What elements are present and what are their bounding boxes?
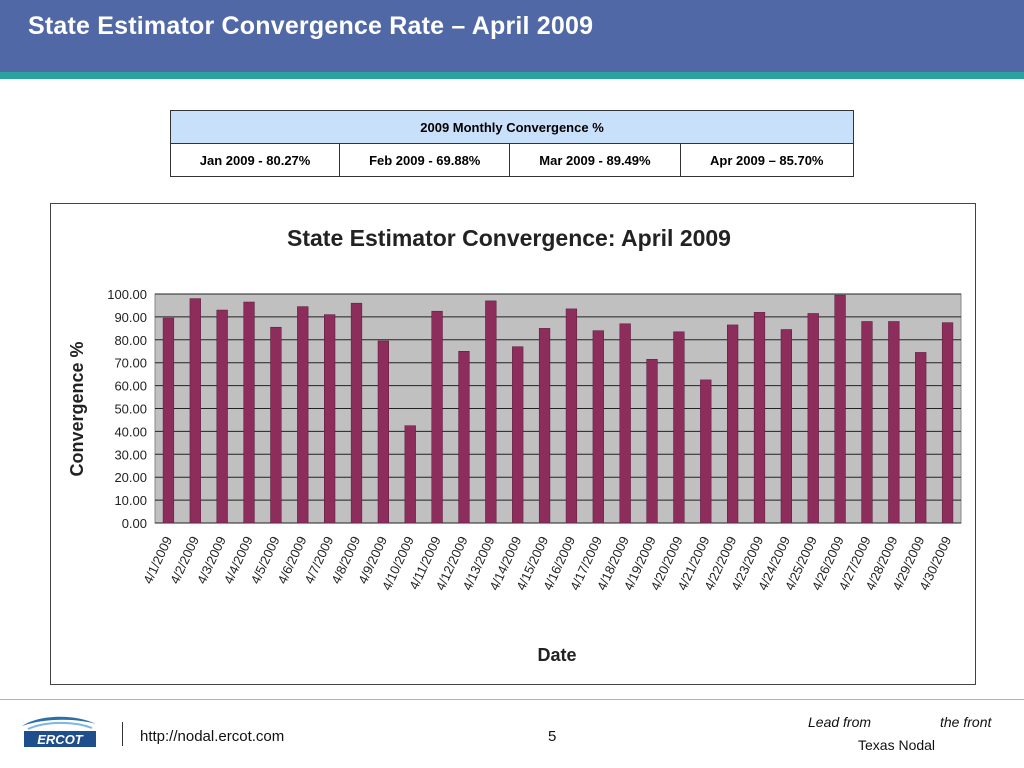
tagline-the-front: the front xyxy=(940,714,992,730)
bar xyxy=(458,351,470,524)
y-tick-label: 80.00 xyxy=(114,333,147,348)
bar xyxy=(216,309,228,524)
y-tick-label: 90.00 xyxy=(114,310,147,325)
bar xyxy=(538,328,551,524)
y-tick-label: 30.00 xyxy=(114,447,147,462)
bar xyxy=(700,379,712,524)
y-tick-label: 0.00 xyxy=(122,516,147,531)
page-number: 5 xyxy=(548,728,557,745)
bar xyxy=(592,330,604,524)
bar xyxy=(485,300,497,524)
bar xyxy=(727,324,739,524)
bar xyxy=(861,321,873,524)
footer-url[interactable]: http://nodal.ercot.com xyxy=(140,728,285,745)
y-tick-label: 40.00 xyxy=(114,424,147,439)
bar xyxy=(888,321,900,524)
bar xyxy=(673,331,685,524)
y-axis-label: Convergence % xyxy=(67,341,87,476)
x-axis-label: Date xyxy=(537,645,576,665)
tagline-lead-from: Lead from xyxy=(808,714,872,730)
bar xyxy=(297,306,309,524)
bar xyxy=(162,317,175,524)
bar xyxy=(270,326,282,524)
y-tick-label: 100.00 xyxy=(107,287,147,302)
bar xyxy=(431,310,443,524)
title-bar xyxy=(0,0,1024,72)
y-tick-label: 20.00 xyxy=(114,470,147,485)
convergence-chart: State Estimator Convergence: April 2009 … xyxy=(67,225,962,665)
y-tick-label: 70.00 xyxy=(114,356,147,371)
bar xyxy=(780,329,792,524)
bar xyxy=(377,340,389,524)
bar xyxy=(646,359,658,524)
y-tick-label: 60.00 xyxy=(114,379,147,394)
bar xyxy=(807,313,819,524)
bar xyxy=(619,323,631,524)
y-tick-label: 10.00 xyxy=(114,493,147,508)
bar xyxy=(834,294,846,524)
monthly-cell-feb: Feb 2009 - 69.88% xyxy=(339,143,511,177)
svg-text:ERCOT: ERCOT xyxy=(37,732,84,747)
bar xyxy=(189,298,201,524)
bar xyxy=(941,322,954,524)
footer-separator xyxy=(122,722,123,746)
bar xyxy=(512,346,524,524)
monthly-cell-jan: Jan 2009 - 80.27% xyxy=(169,143,341,177)
tagline-texas-nodal: Texas Nodal xyxy=(858,737,936,753)
y-tick-label: 50.00 xyxy=(114,402,147,417)
slide-title: State Estimator Convergence Rate – April… xyxy=(28,12,594,40)
bar xyxy=(915,352,927,524)
footer-divider xyxy=(0,699,1024,700)
monthly-table-header: 2009 Monthly Convergence % xyxy=(170,110,854,144)
chart-container: State Estimator Convergence: April 2009 … xyxy=(50,203,976,685)
monthly-convergence-table: 2009 Monthly Convergence % Jan 2009 - 80… xyxy=(169,110,855,177)
monthly-cell-mar: Mar 2009 - 89.49% xyxy=(509,143,681,177)
bar xyxy=(565,308,578,524)
bar xyxy=(350,302,363,524)
bar xyxy=(753,312,766,524)
ercot-logo: ERCOT xyxy=(22,716,96,747)
title-bar-stripe xyxy=(0,72,1024,79)
monthly-cell-apr: Apr 2009 – 85.70% xyxy=(679,143,855,177)
chart-title: State Estimator Convergence: April 2009 xyxy=(287,225,731,251)
bar xyxy=(404,425,416,524)
bar xyxy=(243,301,255,524)
bar xyxy=(324,314,336,524)
